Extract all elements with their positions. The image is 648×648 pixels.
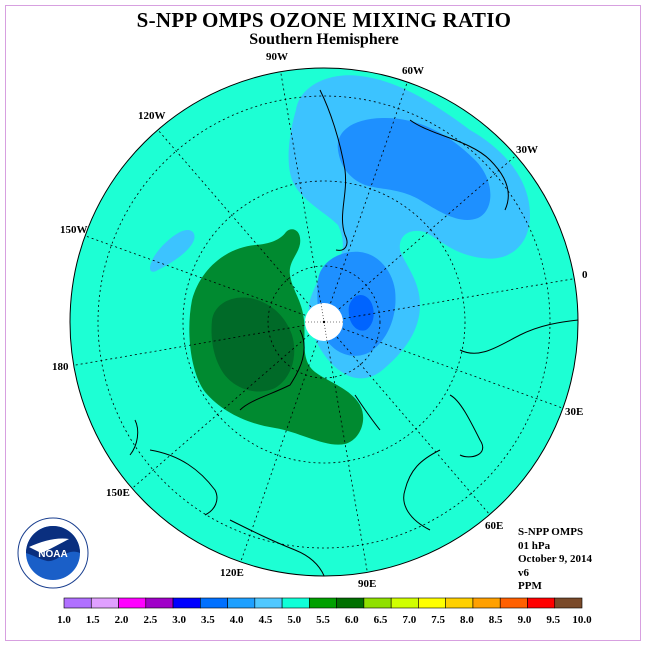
colorbar-swatch	[363, 597, 392, 609]
info-block: S-NPP OMPS 01 hPa October 9, 2014 v6 PPM	[518, 526, 592, 594]
colorbar-swatch	[499, 597, 528, 609]
pole-graticule	[305, 302, 343, 342]
colorbar-swatch	[418, 597, 446, 609]
colorbar-swatch	[90, 597, 119, 609]
colorbar-tick-label: 3.0	[172, 614, 186, 626]
colorbar-swatch	[309, 597, 337, 609]
ozone-contour-3-0	[348, 294, 374, 331]
colorbar-swatch	[472, 597, 501, 609]
colorbar-tick-label: 9.5	[546, 614, 560, 626]
colorbar-swatch	[390, 597, 419, 609]
colorbar-swatch	[227, 597, 256, 609]
latitude-circles	[97, 95, 551, 549]
colorbar-tick-label: 6.0	[345, 614, 359, 626]
colorbar-tick-label: 4.0	[230, 614, 244, 626]
colorbar-tick-label: 1.5	[86, 614, 100, 626]
info-level: 01 hPa	[518, 539, 551, 552]
colorbar-swatch	[554, 597, 583, 609]
colorbar-swatch	[145, 597, 174, 609]
colorbar-tick-label: 6.5	[374, 614, 388, 626]
colorbar-tick-label: 7.5	[431, 614, 445, 626]
map-title: S-NPP OMPS OZONE MIXING RATIO	[136, 8, 512, 32]
colorbar-tick-label: 7.0	[402, 614, 416, 626]
logo-text: NOAA	[38, 549, 67, 560]
page-frame	[5, 5, 641, 641]
colorbar-tick-label: 4.5	[259, 614, 273, 626]
colorbar-tick-label: 1.0	[57, 614, 71, 626]
colorbar-tick-label: 9.0	[518, 614, 532, 626]
colorbar-swatch	[281, 597, 310, 609]
lon-label-60w: 60W	[402, 65, 424, 77]
colorbar-swatch	[527, 597, 556, 609]
lon-label-120e: 120E	[220, 567, 244, 579]
south-pole-point	[322, 320, 326, 324]
info-units: PPM	[518, 580, 542, 592]
lon-label-150w: 150W	[60, 224, 88, 236]
map-subtitle: Southern Hemisphere	[249, 31, 399, 48]
lon-label-150e: 150E	[106, 487, 130, 499]
colorbar-swatch	[445, 597, 474, 609]
colorbar-tick-label: 5.0	[287, 614, 301, 626]
lon-label-30e: 30E	[565, 406, 583, 418]
colorbar-tick-label: 8.0	[460, 614, 474, 626]
lon-label-0: 0	[582, 269, 588, 281]
ozone-contour-5-5	[211, 297, 295, 392]
map-disk-outline	[69, 67, 579, 577]
noaa-logo: NOAA	[17, 517, 89, 589]
colorbar-swatch	[63, 597, 92, 609]
colorbar-tick-label: 5.5	[316, 614, 330, 626]
colorbar-tick-label: 2.0	[115, 614, 129, 626]
info-date: October 9, 2014	[518, 553, 593, 565]
longitude-lines	[70, 68, 578, 576]
colorbar-swatch	[336, 597, 365, 609]
colorbar-swatch	[172, 597, 201, 609]
colorbar-swatch	[254, 597, 283, 609]
colorbar-swatch	[200, 597, 228, 609]
lon-label-90w: 90W	[266, 51, 288, 63]
lon-label-60e: 60E	[485, 520, 503, 532]
colorbar-swatch	[118, 597, 147, 609]
colorbar-tick-label: 10.0	[572, 614, 592, 626]
colorbar-tick-label: 2.5	[143, 614, 157, 626]
colorbar-tick-label: 3.5	[201, 614, 215, 626]
colorbar-tick-label: 8.5	[489, 614, 503, 626]
lon-label-180: 180	[52, 361, 69, 373]
lon-label-120w: 120W	[138, 110, 166, 122]
lon-label-90e: 90E	[358, 578, 376, 590]
info-version: v6	[518, 566, 529, 579]
lon-label-30w: 30W	[516, 144, 538, 156]
ozone-contour-4-0-small	[150, 230, 195, 272]
coastlines	[129, 89, 578, 576]
ozone-contour-3-5	[337, 118, 491, 220]
info-instrument: S-NPP OMPS	[518, 526, 584, 538]
